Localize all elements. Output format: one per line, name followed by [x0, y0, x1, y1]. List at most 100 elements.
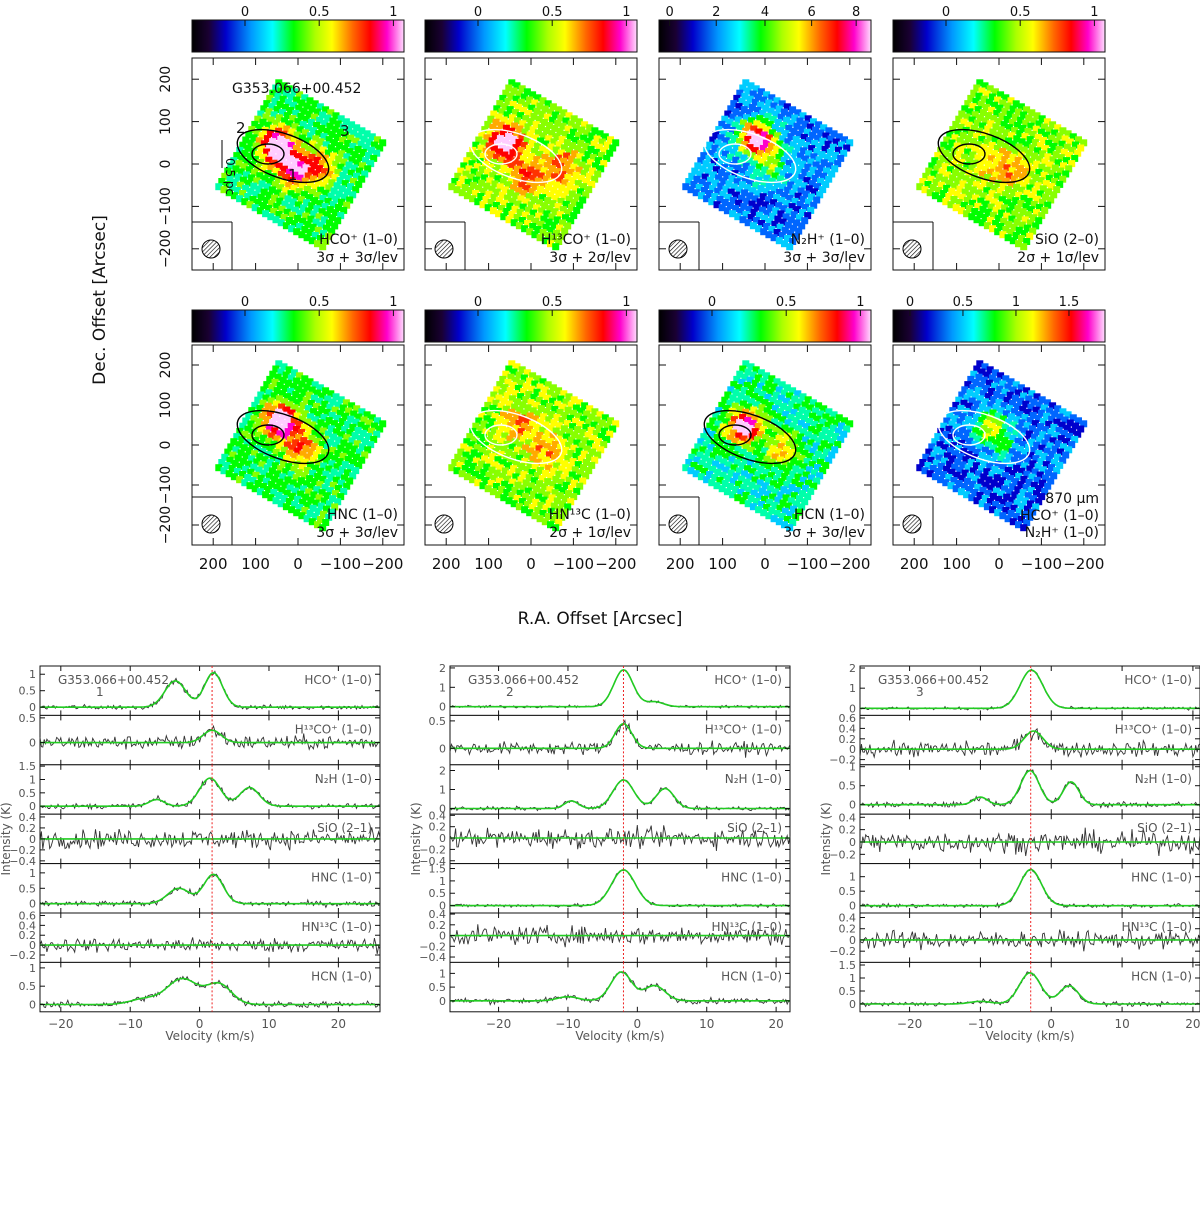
- map-pixel: [988, 141, 996, 149]
- map-pixel: [569, 177, 577, 185]
- map-pixel: [504, 462, 512, 470]
- map-pixel: [993, 474, 1001, 482]
- map-pixel: [1054, 453, 1061, 461]
- map-pixel: [757, 417, 765, 425]
- x-tick-label: −10: [555, 1017, 580, 1031]
- map-pixel: [775, 237, 783, 245]
- map-pixel: [1009, 434, 1017, 442]
- map-pixel: [573, 206, 581, 214]
- map-pixel: [1002, 410, 1010, 418]
- map-pixel: [495, 113, 503, 121]
- spectrum-line-label: SiO (2–1): [1137, 821, 1192, 835]
- map-pixel: [343, 482, 351, 490]
- map-pixel: [1001, 156, 1009, 164]
- map-pixel: [805, 431, 813, 439]
- map-pixel: [793, 500, 800, 508]
- map-pixel: [277, 219, 285, 227]
- map-pixel: [562, 495, 569, 503]
- y-tick-label: 0: [439, 832, 446, 845]
- map-pixel: [516, 406, 524, 414]
- map-pixel: [332, 195, 340, 203]
- map-pixel: [981, 214, 989, 221]
- map-pixel: [810, 201, 818, 209]
- map-pixel: [806, 417, 814, 425]
- map-pixel: [227, 162, 235, 170]
- map-pixel: [273, 387, 281, 395]
- map-pixel: [941, 444, 949, 452]
- map-pixel: [922, 453, 930, 461]
- map-pixel: [601, 427, 608, 435]
- map-pixel: [552, 475, 560, 483]
- map-pixel: [301, 375, 309, 383]
- map-pixel: [793, 219, 800, 227]
- map-pixel: [478, 447, 486, 455]
- map-pixel: [721, 199, 729, 206]
- contour: [251, 143, 285, 165]
- map-pixel: [501, 432, 509, 440]
- map-pixel: [288, 457, 296, 465]
- map-pixel: [732, 205, 740, 212]
- map-pixel: [979, 486, 987, 494]
- map-pixel: [764, 161, 772, 169]
- map-pixel: [958, 391, 966, 399]
- map-pixel: [311, 381, 319, 389]
- fit-curve: [40, 777, 380, 807]
- map-pixel: [747, 165, 755, 173]
- map-pixel: [789, 470, 797, 478]
- map-pixel: [512, 95, 520, 103]
- map-pixel: [537, 418, 545, 426]
- map-pixel: [934, 152, 942, 160]
- map-pixel: [1017, 481, 1025, 489]
- map-pixel: [299, 498, 307, 506]
- map-pixel: [1033, 441, 1041, 449]
- map-pixel: [788, 168, 796, 176]
- map-pixel: [312, 451, 320, 459]
- map-pixel: [772, 159, 780, 167]
- map-pixel: [969, 103, 977, 111]
- map-pixel: [1057, 154, 1065, 162]
- map-pixel: [471, 436, 479, 444]
- contour: [469, 409, 563, 465]
- map-pixel: [761, 201, 769, 209]
- map-pixel: [742, 443, 750, 451]
- map-pixel: [505, 132, 513, 140]
- map-pixel: [350, 129, 358, 137]
- map-pixel: [1017, 384, 1025, 392]
- map-pixel: [959, 180, 967, 188]
- map-pixel: [983, 138, 991, 146]
- map-pixel: [505, 216, 513, 224]
- x-tick-label: 200: [666, 555, 695, 573]
- map-pixel: [527, 495, 535, 503]
- map-pixel: [980, 473, 988, 481]
- map-pixel: [823, 448, 830, 456]
- map-pixel: [310, 127, 318, 135]
- map-pixel: [1005, 453, 1013, 461]
- map-pixel: [546, 389, 554, 397]
- map-pixel: [542, 175, 550, 183]
- map-pixel: [476, 439, 484, 447]
- map-pixel: [739, 216, 747, 224]
- map-pixel: [763, 174, 771, 182]
- map-pixel: [769, 493, 777, 501]
- map-pixel: [1014, 389, 1022, 397]
- map-pixel: [306, 461, 314, 469]
- map-pixel: [218, 459, 226, 466]
- map-pixel: [359, 162, 366, 170]
- map-pixel: [1005, 418, 1013, 426]
- map-pixel: [531, 512, 539, 520]
- map-pixel: [769, 212, 777, 220]
- map-pixel: [1003, 115, 1011, 123]
- map-pixel: [968, 213, 976, 221]
- map-pixel: [1063, 143, 1071, 151]
- map-pixel: [250, 415, 258, 423]
- map-pixel: [329, 481, 337, 489]
- map-pixel: [577, 420, 585, 428]
- map-pixel: [307, 132, 315, 140]
- map-pixel: [761, 482, 769, 490]
- map-pixel: [308, 237, 316, 245]
- map-pixel: [265, 389, 273, 397]
- map-pixel: [540, 399, 548, 407]
- map-pixel: [339, 417, 347, 425]
- map-pixel: [257, 426, 265, 434]
- map-pixel: [727, 469, 735, 477]
